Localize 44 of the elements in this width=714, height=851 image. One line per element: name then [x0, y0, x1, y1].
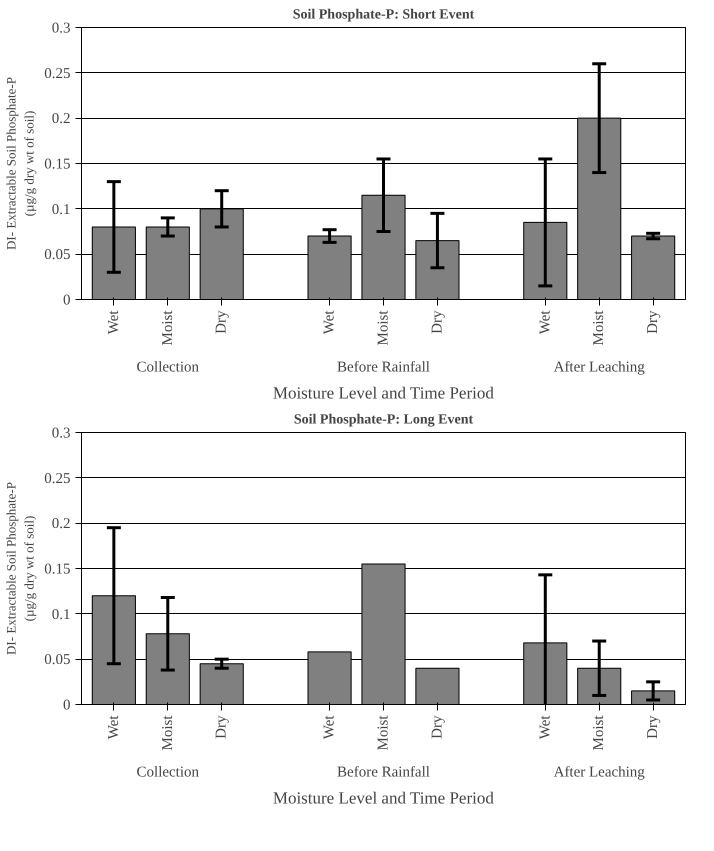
- x-tick-label: Moist: [591, 714, 608, 751]
- x-tick-label: Dry: [429, 715, 446, 739]
- y-tick-label: 0.15: [44, 562, 70, 578]
- x-tick-label: Moist: [160, 714, 176, 751]
- x-tick-label: Wet: [322, 714, 338, 740]
- y-tick-label: 0: [63, 292, 70, 308]
- x-tick-label: Moist: [376, 714, 392, 751]
- chart-title: Soil Phosphate-P: Short Event: [292, 8, 475, 22]
- y-axis-title: DI- Extractable Soil Phosphate-P (µg/g dry wt of soil): [3, 77, 36, 250]
- x-axis-title: Moisture Level and Time Period: [272, 788, 494, 808]
- y-tick-label: 0.25: [44, 470, 70, 487]
- y-tick-label: 0: [63, 698, 70, 714]
- text: Collection: [136, 764, 200, 780]
- y-tick-label: 0.3: [52, 426, 70, 442]
- x-tick-label: Wet: [106, 714, 122, 740]
- text: Before Rainfall: [337, 360, 430, 376]
- y-tick-label: 0.15: [44, 156, 70, 172]
- y-tick-label: 0.1: [52, 606, 70, 623]
- chart-title: Soil Phosphate-P: Long Event: [294, 412, 474, 428]
- x-tick-label: Wet: [537, 310, 554, 334]
- x-tick-label: Moist: [160, 310, 176, 346]
- x-tick-label: Dry: [645, 310, 662, 334]
- x-tick-label: Wet: [322, 310, 338, 334]
- x-tick-label: Moist: [376, 310, 392, 346]
- y-axis-title: DI- Extractable Soil Phosphate-P (µg/g dry wt of soil): [3, 482, 36, 655]
- text: Before Rainfall: [337, 764, 430, 780]
- x-tick-label: Dry: [214, 310, 230, 334]
- x-tick-label: Dry: [214, 715, 230, 739]
- y-tick-label: 0.1: [52, 202, 70, 218]
- text: After Leaching: [554, 360, 646, 376]
- y-tick-label: 0.05: [44, 652, 70, 668]
- y-tick-label: 0.25: [44, 66, 70, 82]
- y-tick-label: 0.3: [52, 20, 70, 36]
- y-tick-label: 0.05: [44, 247, 70, 264]
- x-tick-label: Dry: [429, 310, 446, 334]
- y-tick-label: 0.2: [52, 516, 70, 532]
- x-tick-label: Wet: [106, 310, 122, 334]
- x-tick-label: Moist: [591, 310, 608, 346]
- x-tick-label: Dry: [645, 715, 662, 739]
- y-tick-label: 0.2: [52, 111, 70, 128]
- text: Collection: [136, 360, 200, 376]
- text: After Leaching: [554, 764, 646, 780]
- x-tick-label: Wet: [537, 714, 554, 740]
- x-axis-title: Moisture Level and Time Period: [272, 384, 494, 402]
